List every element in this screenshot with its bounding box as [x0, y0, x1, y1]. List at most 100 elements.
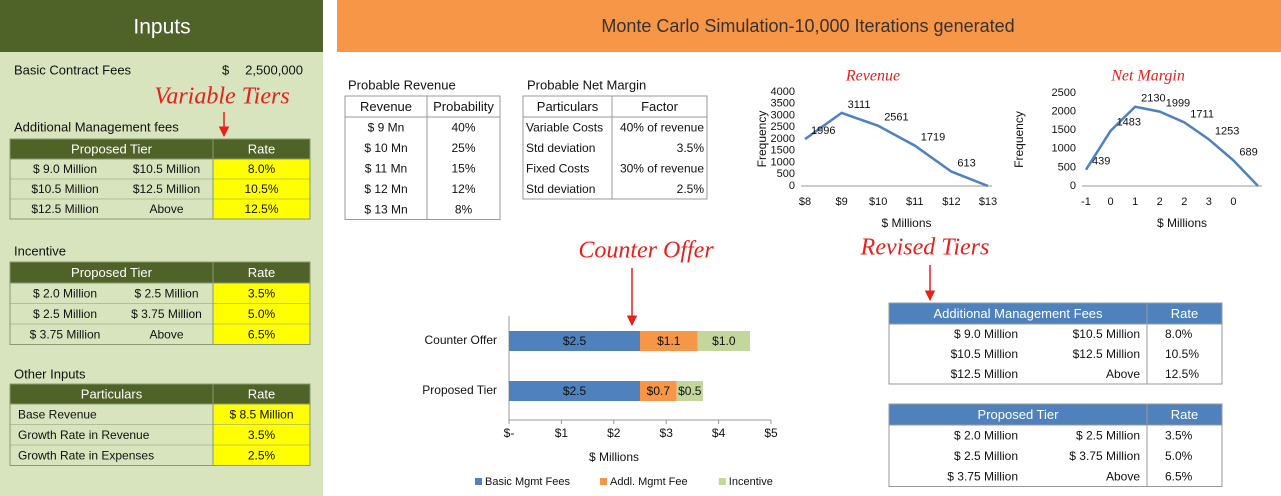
data-label: $0.7: [647, 384, 671, 398]
x-tick-label: -1: [1081, 196, 1091, 208]
inputs-title: Inputs: [133, 16, 190, 39]
data-label: 439: [1092, 156, 1110, 168]
table-cell: 40% of revenue: [620, 120, 704, 134]
section-title: Additional Management fees: [14, 119, 179, 134]
table-body: [426, 116, 501, 220]
table-body: [212, 158, 311, 220]
y-tick-label: 500: [1058, 161, 1076, 173]
table-cell: $ 9 Mn: [368, 120, 405, 134]
table-header-text: Rate: [1171, 407, 1198, 422]
table-cell: $ 2.5 Million: [1076, 428, 1140, 442]
table-header-text: Factor: [641, 99, 679, 114]
data-label: 613: [957, 158, 975, 170]
variable-tiers-note: Variable Tiers: [154, 84, 289, 110]
legend-swatch: [475, 478, 482, 485]
table-cell: Above: [149, 202, 183, 216]
table-cell: $ 3.75 Million: [947, 469, 1018, 483]
x-tick-label: $11: [906, 196, 924, 208]
y-tick-label: 1000: [1052, 143, 1076, 155]
table-cell: 5.0%: [248, 307, 276, 321]
table-header-text: Particulars: [537, 99, 599, 114]
table-header-text: Proposed Tier: [978, 407, 1060, 422]
y-tick-label: 3500: [771, 98, 795, 110]
data-label: 1253: [1215, 125, 1239, 137]
table-cell: Above: [1106, 469, 1140, 483]
data-label: 1483: [1117, 117, 1141, 129]
table-header-text: Particulars: [81, 386, 143, 401]
table-cell: $10.5 Million: [951, 347, 1018, 361]
y-tick-label: 1500: [771, 145, 795, 157]
table-cell: 5.0%: [1165, 449, 1193, 463]
x-tick-label: 1: [1132, 196, 1138, 208]
basic-fees-amount: 2,500,000: [245, 62, 303, 77]
category-label: Proposed Tier: [422, 383, 497, 397]
table-body: [522, 116, 613, 200]
table-cell: 6.5%: [1165, 469, 1193, 483]
y-tick-label: 0: [1070, 180, 1076, 192]
table-cell: 3.5%: [677, 141, 705, 155]
table-cell: $12.5 Million: [1073, 347, 1140, 361]
table-body: [888, 424, 1148, 487]
table-cell: 8.0%: [1165, 327, 1193, 341]
line: [804, 111, 989, 188]
table-cell: 6.5%: [248, 327, 276, 341]
table-cell: $ 2.5 Million: [33, 307, 97, 321]
table-cell: $ 12 Mn: [364, 182, 407, 196]
table-cell: $ 9.0 Million: [954, 327, 1018, 341]
table-body: [9, 282, 214, 345]
data-label: $2.5: [563, 384, 587, 398]
x-tick-label: 0: [1230, 196, 1236, 208]
table-header-text: Rate: [248, 141, 275, 156]
y-axis-label: Frequency: [755, 111, 769, 168]
table-cell: $12.5 Million: [133, 182, 200, 196]
section-title: Probable Revenue: [348, 77, 456, 92]
bar-segment: [640, 381, 677, 401]
data-label: $1.1: [657, 334, 681, 348]
table-body: [344, 116, 428, 220]
x-tick-label: $-: [504, 426, 515, 440]
bar-segment: [697, 331, 751, 351]
y-tick-label: 1000: [771, 156, 795, 168]
table-cell: $ 2.5 Million: [134, 286, 198, 300]
table-cell: $ 10 Mn: [364, 141, 407, 155]
x-tick-label: $5: [764, 426, 778, 440]
data-label: $1.0: [712, 334, 736, 348]
table-header-text: Probability: [433, 99, 494, 114]
table-cell: $10.5 Million: [133, 162, 200, 176]
table-body: [888, 323, 1148, 385]
table-cell: $ 3.75 Million: [30, 327, 101, 341]
table-body: [611, 116, 708, 200]
x-tick-label: $8: [799, 196, 811, 208]
table-body: [212, 403, 311, 466]
chart-title: Revenue: [845, 68, 900, 85]
line: [1084, 105, 1259, 187]
table-header-text: Rate: [248, 265, 275, 280]
table-cell: 10.5%: [1165, 347, 1199, 361]
table-cell: $ 8.5 Million: [229, 407, 293, 421]
x-tick-label: 0: [1108, 196, 1114, 208]
table-cell: Variable Costs: [526, 120, 603, 134]
data-label: $0.5: [678, 384, 702, 398]
table-cell: Std deviation: [526, 141, 595, 155]
bar-segment: [676, 381, 703, 401]
bar-segment: [509, 331, 640, 351]
data-label: 1999: [1166, 98, 1190, 110]
bar-segment: [640, 331, 698, 351]
table-cell: $10.5 Million: [31, 182, 98, 196]
table-cell: 8.0%: [248, 162, 276, 176]
table-body: [9, 158, 214, 220]
table-cell: 3.5%: [248, 428, 276, 442]
table-cell: Above: [149, 327, 183, 341]
table-cell: 25%: [451, 141, 475, 155]
y-tick-label: 2000: [1052, 106, 1076, 118]
data-label: 2130: [1141, 93, 1165, 105]
table-cell: $ 2.0 Million: [33, 286, 97, 300]
table-cell: 2.5%: [248, 448, 276, 462]
data-label: 1719: [921, 132, 945, 144]
chart-title: Net Margin: [1110, 68, 1185, 85]
counter-offer-note: Counter Offer: [578, 238, 714, 264]
simulation-title: Monte Carlo Simulation-10,000 Iterations…: [601, 16, 1014, 36]
table-header-text: Rate: [1171, 306, 1198, 321]
x-tick-label: $2: [607, 426, 621, 440]
